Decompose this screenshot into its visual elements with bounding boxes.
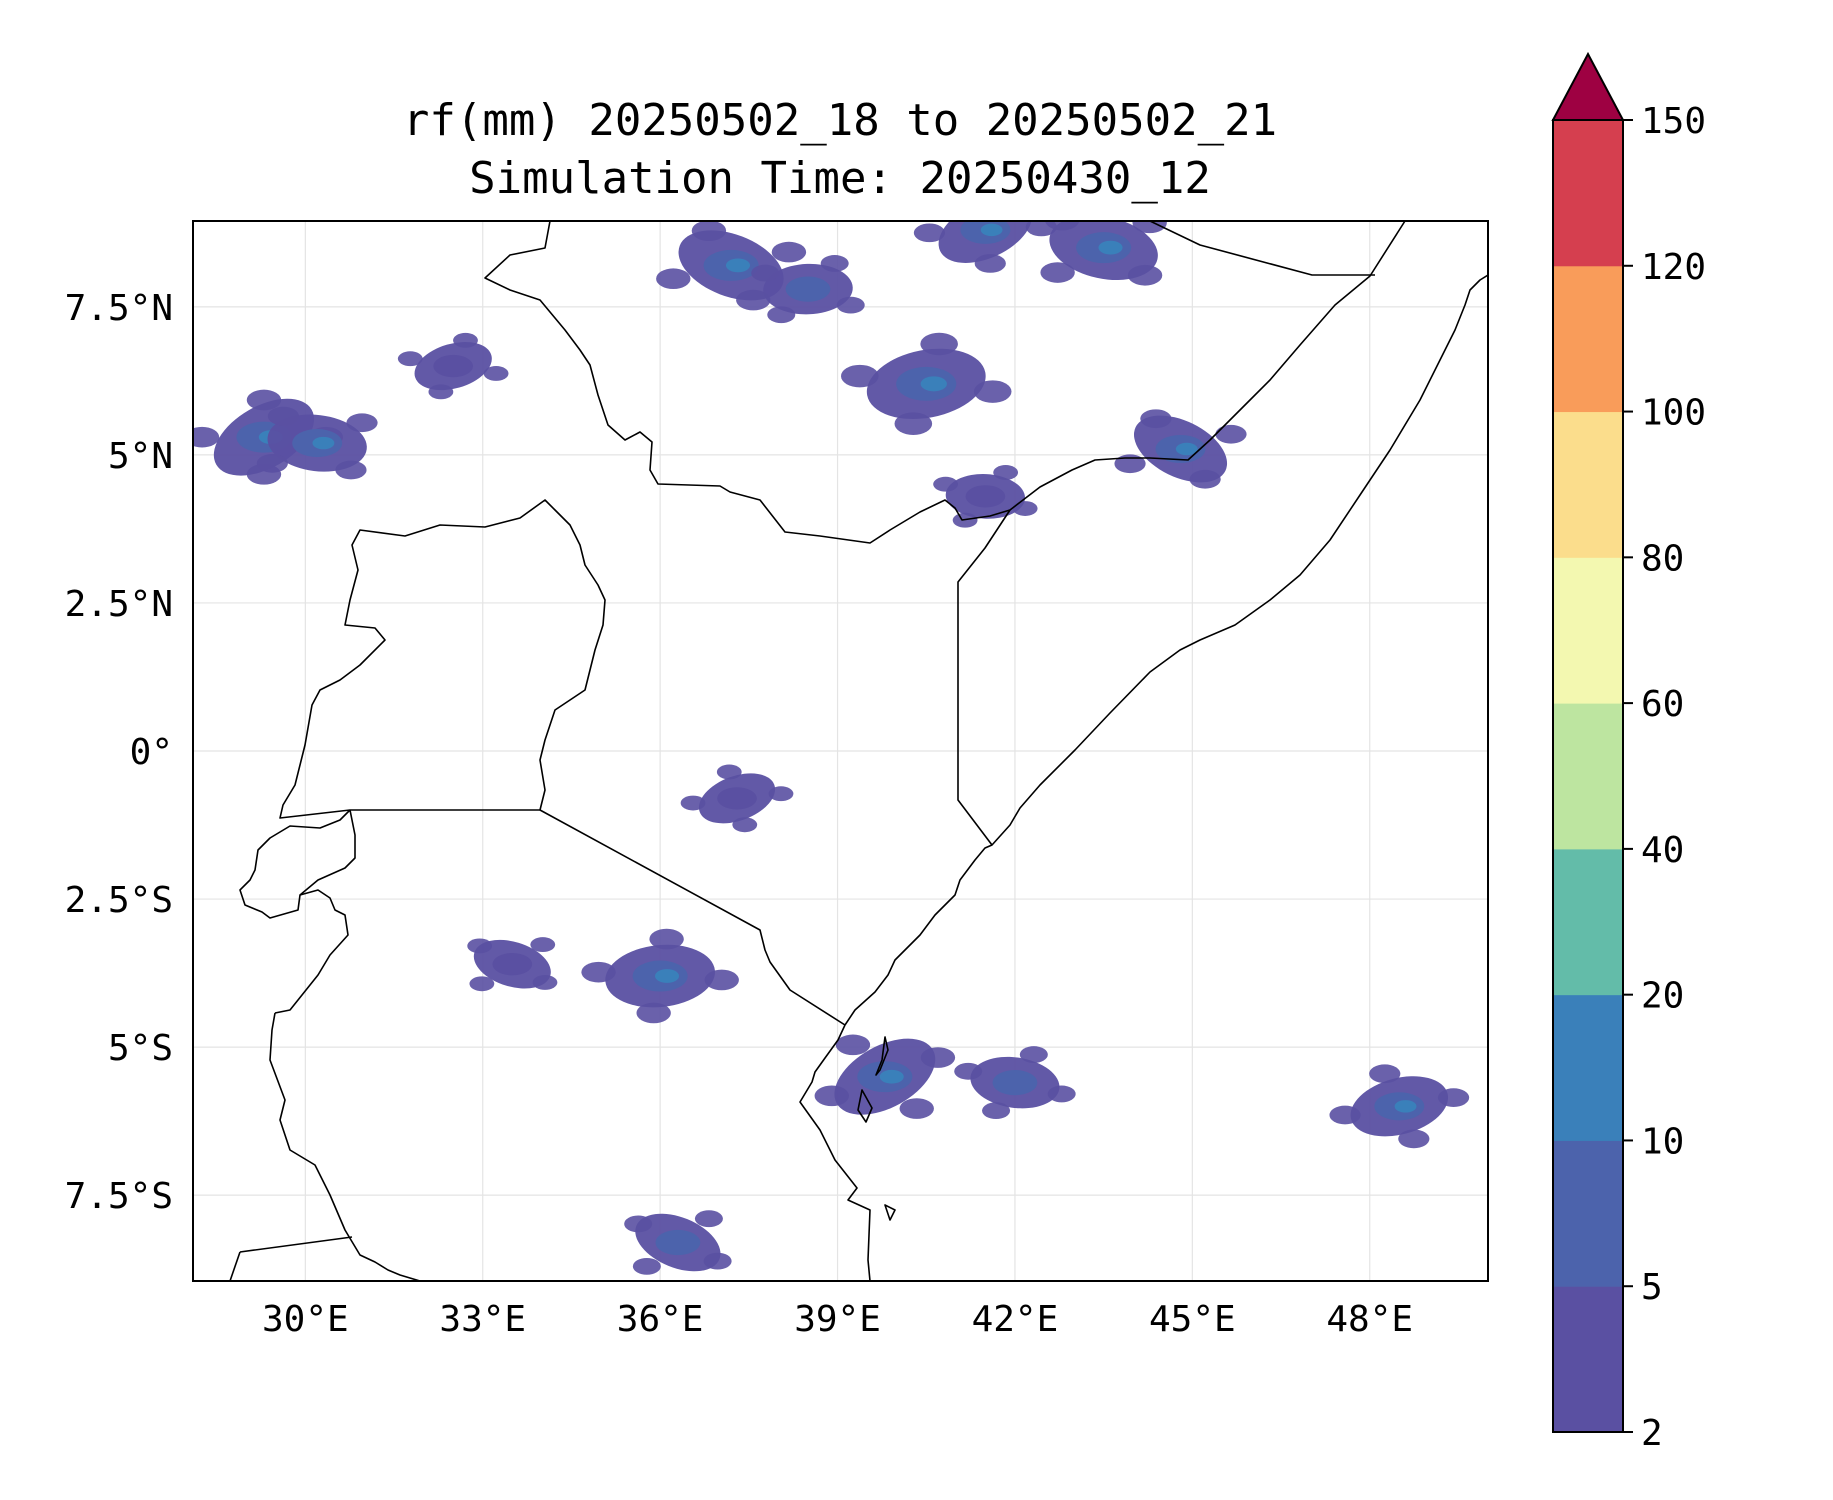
lat-tick-label: 5°S xyxy=(108,1028,173,1069)
lon-tick-label: 30°E xyxy=(262,1299,349,1340)
rain-area xyxy=(751,255,865,324)
colorbar-tick-label: 20 xyxy=(1641,976,1684,1017)
rain-area xyxy=(1329,1064,1470,1149)
rain-area xyxy=(1040,221,1167,286)
lon-tick-label: 33°E xyxy=(439,1299,526,1340)
colorbar-tick-label: 60 xyxy=(1641,684,1684,725)
colorbar-segment xyxy=(1553,1286,1623,1433)
colorbar-segment xyxy=(1553,265,1623,413)
colorbar-segment xyxy=(1553,994,1623,1141)
colorbar-frame xyxy=(1552,119,1624,1433)
rain-area xyxy=(680,764,794,833)
lat-tick-label: 0° xyxy=(130,732,173,773)
country-borders xyxy=(229,221,1488,1281)
lon-tick-label: 36°E xyxy=(617,1299,704,1340)
lon-tick-label: 42°E xyxy=(972,1299,1059,1340)
rain-area xyxy=(913,221,1057,273)
rain-area xyxy=(954,1046,1076,1120)
longitude-axis: 30°E 33°E 36°E 39°E 42°E 45°E 48°E xyxy=(262,1299,1413,1340)
colorbar-tick-label: 80 xyxy=(1641,538,1684,579)
lon-tick-label: 45°E xyxy=(1149,1299,1236,1340)
colorbar-segment xyxy=(1553,848,1623,996)
colorbar-segment xyxy=(1553,411,1623,558)
colorbar-tick-label: 10 xyxy=(1641,1121,1684,1162)
rain-area xyxy=(624,1210,732,1275)
rain-area xyxy=(397,332,509,400)
lon-tick-label: 48°E xyxy=(1326,1299,1413,1340)
rainfall-field xyxy=(193,221,1470,1275)
rain-area xyxy=(1114,409,1247,489)
latitude-axis: 7.5°N 5°N 2.5°N 0° 2.5°S 5°S 7.5°S xyxy=(65,288,173,1217)
lat-tick-label: 7.5°S xyxy=(65,1176,173,1217)
colorbar-extend-arrow xyxy=(1551,51,1625,121)
lat-tick-label: 2.5°S xyxy=(65,880,173,921)
colorbar-tick-label: 2 xyxy=(1641,1413,1663,1454)
colorbar-tick-label: 40 xyxy=(1641,830,1684,871)
colorbar-tick-label: 120 xyxy=(1641,247,1706,288)
colorbar-tick-label: 5 xyxy=(1641,1267,1663,1308)
rain-area xyxy=(841,332,1012,435)
colorbar-segment xyxy=(1553,703,1623,850)
rain-area xyxy=(256,406,378,480)
colorbar: 2 5 10 20 40 60 80 100 120 150 xyxy=(1551,51,1706,1454)
lat-tick-label: 2.5°N xyxy=(65,584,173,625)
rain-area xyxy=(467,937,558,992)
rain-area xyxy=(581,928,739,1024)
colorbar-segment xyxy=(1553,1140,1623,1287)
rain-area xyxy=(814,1034,956,1119)
map-frame xyxy=(192,220,1489,1282)
map-panel: 30°E 33°E 36°E 39°E 42°E 45°E 48°E 7.5°N 5°N 2.5… xyxy=(65,220,1489,1340)
rain-area xyxy=(656,221,807,311)
rain-area xyxy=(933,465,1038,528)
colorbar-tick-label: 150 xyxy=(1641,101,1706,142)
colorbar-segment xyxy=(1553,120,1623,267)
lon-tick-label: 39°E xyxy=(794,1299,881,1340)
colorbar-tick-label: 100 xyxy=(1641,393,1706,434)
gridlines xyxy=(193,221,1488,1281)
lat-tick-label: 5°N xyxy=(108,436,173,477)
lat-tick-label: 7.5°N xyxy=(65,288,173,329)
colorbar-segment xyxy=(1553,557,1623,704)
figure-subtitle: Simulation Time: 20250430_12 xyxy=(469,153,1211,204)
figure-title: rf(mm) 20250502_18 to 20250502_21 xyxy=(403,95,1277,146)
